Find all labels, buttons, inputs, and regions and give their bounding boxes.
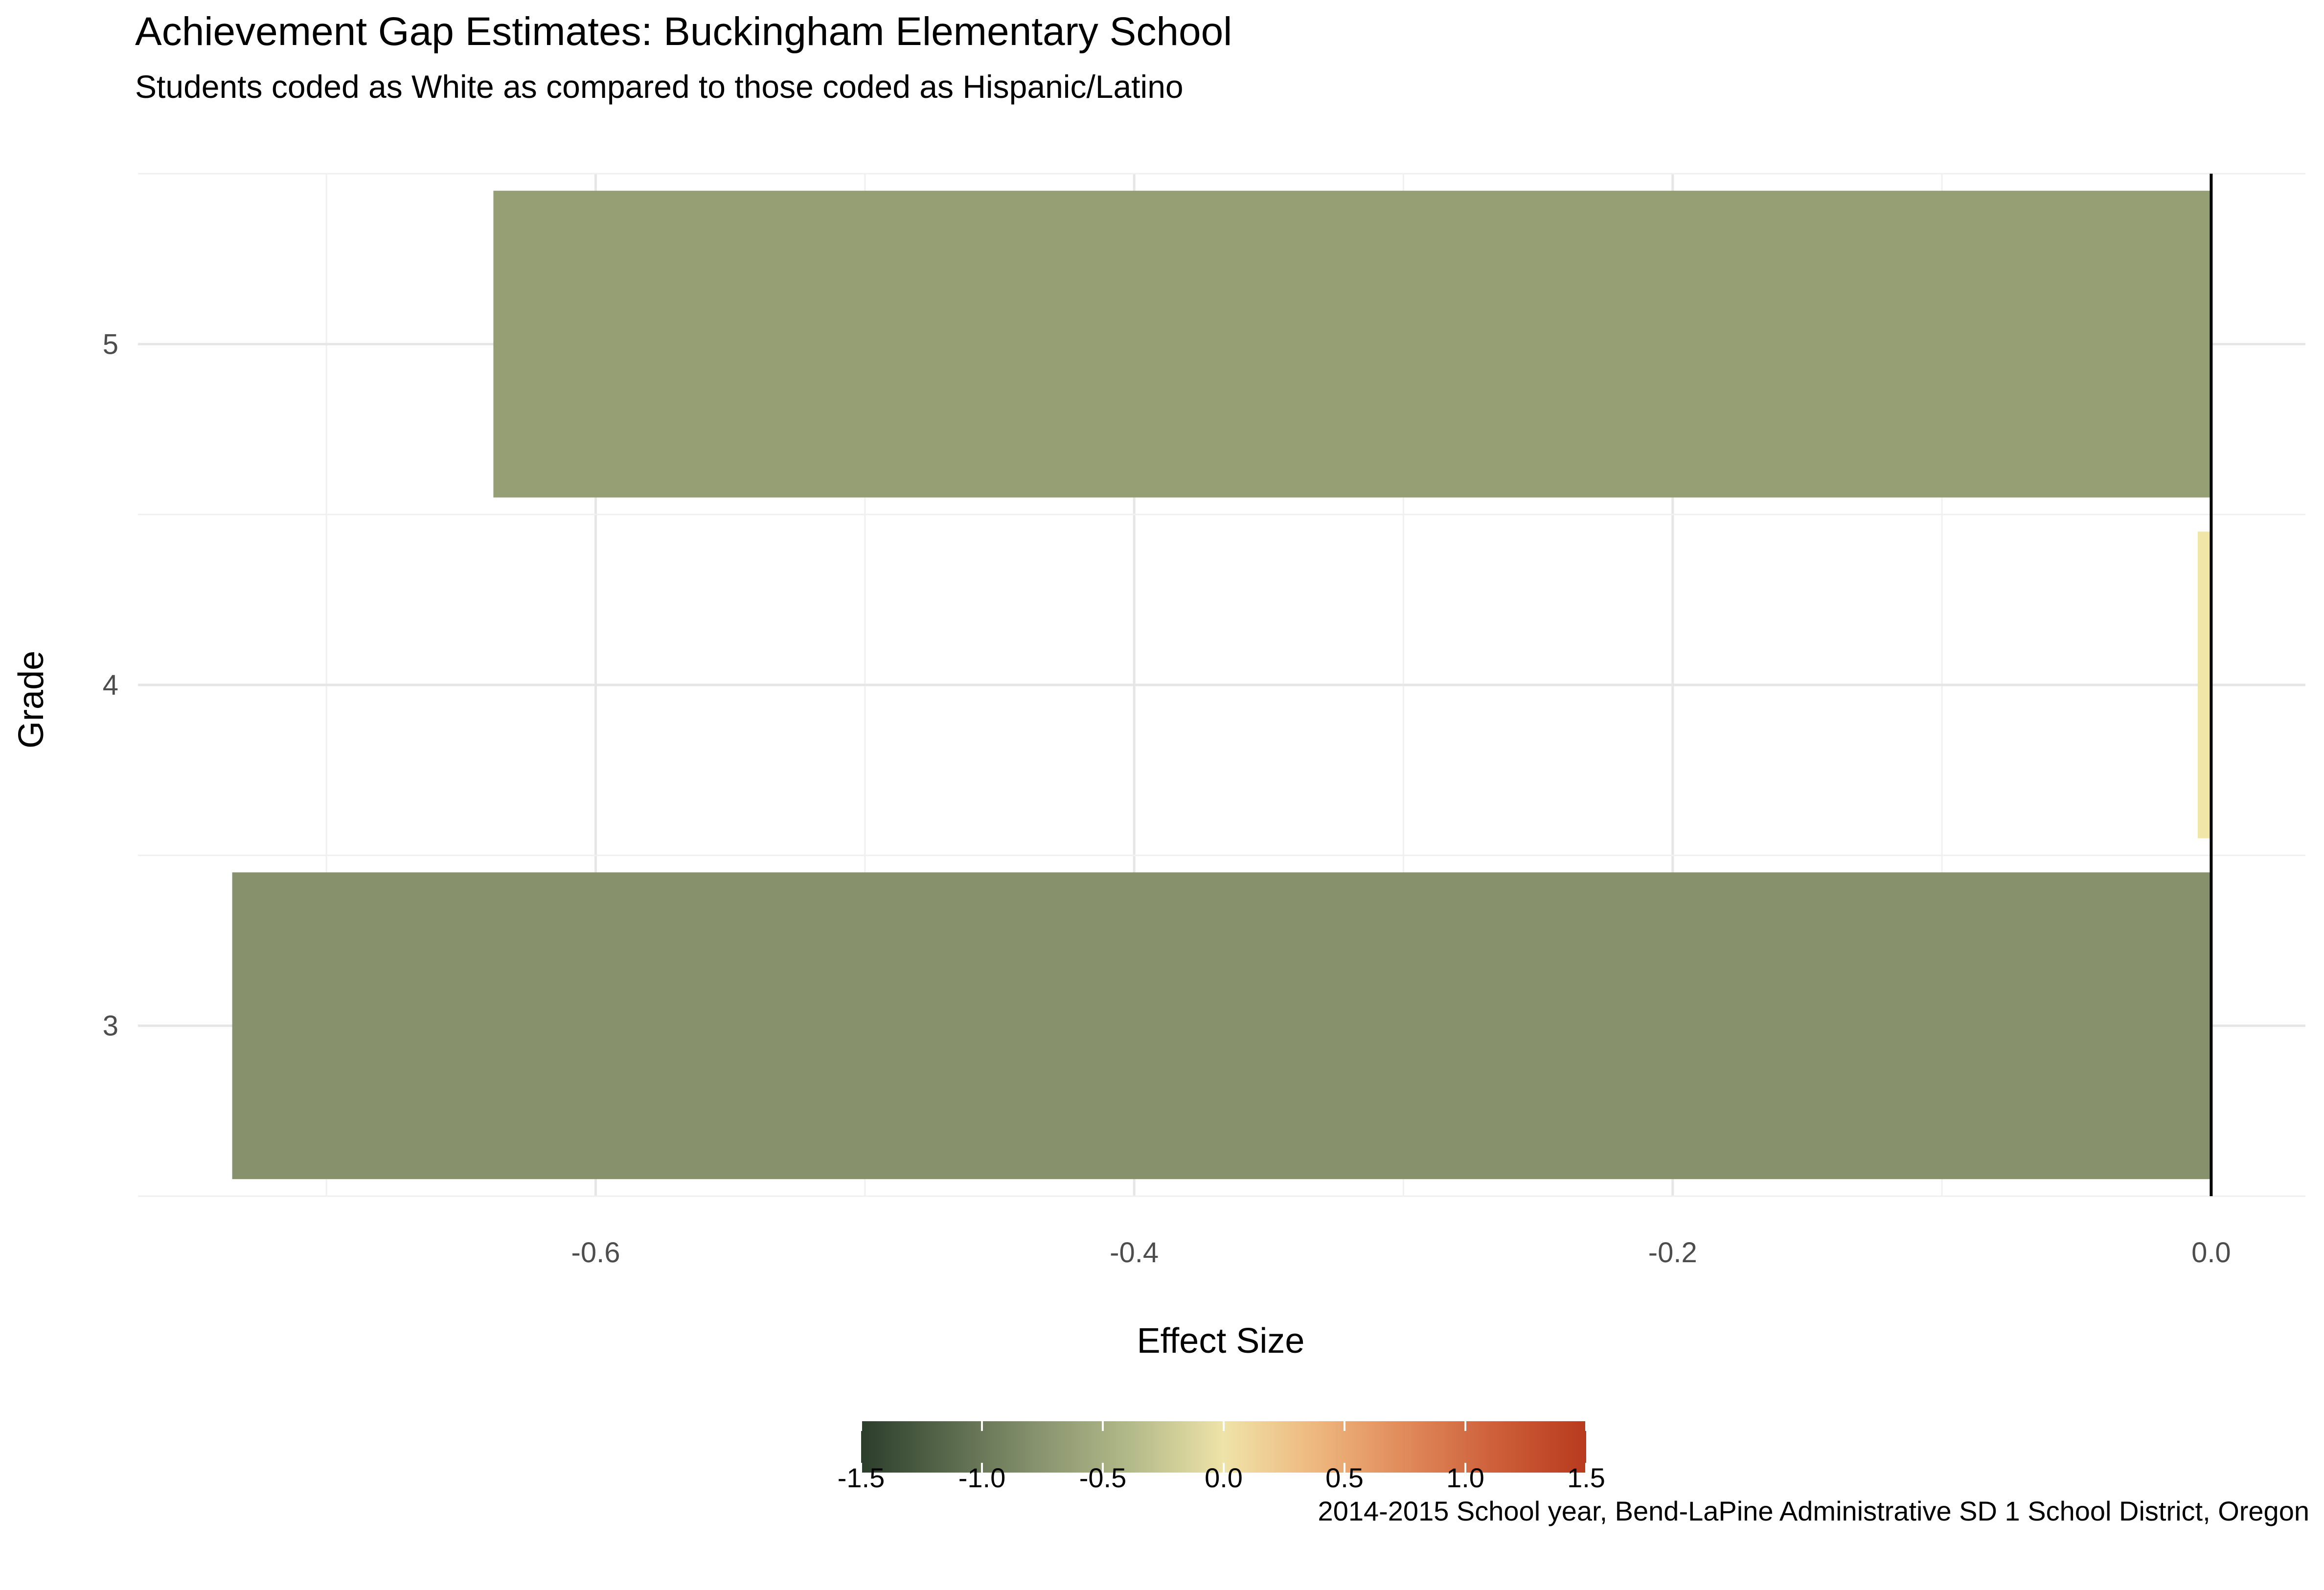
- legend-tick-label: 1.0: [1446, 1462, 1484, 1493]
- legend-tick-label: 0.5: [1325, 1462, 1364, 1493]
- x-tick-label: -0.2: [1648, 1237, 1697, 1269]
- legend-tick-label: 1.5: [1567, 1462, 1605, 1493]
- legend-tick-label: -0.5: [1079, 1462, 1127, 1493]
- bars: [232, 190, 2211, 1180]
- x-tick-label: -0.4: [1110, 1237, 1159, 1269]
- y-tick-label: 5: [103, 328, 118, 360]
- legend-tick-label: 0.0: [1205, 1462, 1243, 1493]
- y-tick-label: 4: [103, 669, 118, 701]
- legend-tick-label: -1.5: [838, 1462, 885, 1493]
- color-legend: -1.5 -1.0 -0.5 0.0 0.5 1.0 1.5: [838, 1421, 1605, 1493]
- chart-caption: 2014-2015 School year, Bend-LaPine Admin…: [1318, 1496, 2309, 1526]
- axes: -0.6 -0.4 -0.2 0.0 3 4 5: [103, 328, 2231, 1269]
- bar-grade-3: [232, 872, 2211, 1180]
- bar-grade-4: [2197, 531, 2211, 839]
- x-axis-title: Effect Size: [1137, 1321, 1305, 1361]
- y-tick-label: 3: [103, 1010, 118, 1042]
- legend-tick-label: -1.0: [958, 1462, 1006, 1493]
- x-tick-label: -0.6: [571, 1237, 620, 1269]
- y-axis-title: Grade: [12, 651, 51, 749]
- chart-subtitle: Students coded as White as compared to t…: [135, 68, 1184, 105]
- chart-title: Achievement Gap Estimates: Buckingham El…: [135, 9, 1232, 54]
- x-tick-label: 0.0: [2191, 1237, 2231, 1269]
- bar-grade-5: [493, 190, 2211, 498]
